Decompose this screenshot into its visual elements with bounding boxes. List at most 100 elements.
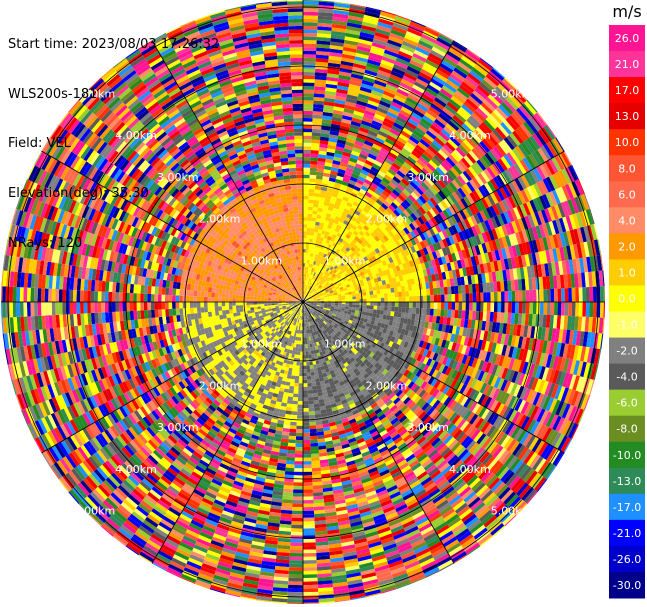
- radar-gate: [445, 156, 456, 167]
- radar-gate: [569, 244, 576, 260]
- radar-gate: [317, 157, 326, 163]
- radar-gate: [503, 99, 517, 113]
- radar-gate: [462, 170, 472, 182]
- radar-gate: [405, 97, 419, 106]
- radar-gate: [385, 83, 398, 92]
- radar-gate: [482, 311, 487, 322]
- radar-gate: [303, 40, 317, 44]
- radar-gate: [315, 277, 319, 282]
- radar-gate: [425, 87, 438, 98]
- radar-gate: [501, 224, 509, 237]
- radar-gate: [477, 222, 485, 234]
- radar-gate: [340, 247, 346, 253]
- radar-gate: [415, 144, 426, 154]
- radar-gate: [321, 241, 326, 246]
- radar-gate: [308, 195, 315, 200]
- radar-gate: [501, 302, 505, 313]
- radar-gate: [403, 234, 411, 242]
- radar-gate: [473, 213, 481, 225]
- radar-gate: [312, 296, 317, 299]
- radar-gate: [583, 193, 591, 209]
- radar-gate: [316, 296, 321, 299]
- radar-gate: [464, 284, 470, 294]
- radar-gate: [395, 247, 401, 254]
- radar-gate: [337, 209, 344, 215]
- radar-gate: [439, 88, 453, 99]
- radar-gate: [306, 372, 311, 377]
- radar-gate: [578, 287, 583, 302]
- radar-gate: [337, 275, 342, 279]
- radar-gate: [314, 228, 319, 233]
- radar-gate: [307, 206, 313, 211]
- radar-gate: [334, 1, 351, 5]
- radar-gate: [402, 127, 413, 136]
- radar-gate: [478, 233, 485, 244]
- radar-gate: [373, 298, 378, 302]
- radar-gate: [372, 179, 381, 187]
- radar-gate: [322, 291, 327, 295]
- radar-gate: [322, 205, 329, 210]
- radar-gate: [391, 228, 398, 236]
- radar-gate: [316, 211, 323, 216]
- radar-gate: [343, 192, 351, 199]
- radar-gate: [310, 275, 314, 279]
- radar-gate: [327, 235, 332, 241]
- radar-gate: [407, 240, 414, 248]
- radar-gate: [322, 284, 326, 288]
- radar-gate: [311, 135, 321, 141]
- radar-gate: [357, 130, 368, 137]
- radar-gate: [545, 222, 553, 236]
- radar-gate: [354, 140, 364, 147]
- radar-gate: [343, 236, 349, 242]
- radar-gate: [310, 368, 315, 373]
- radar-gate: [369, 126, 380, 134]
- radar-gate: [330, 196, 337, 201]
- radar-gate: [564, 288, 569, 302]
- radar-gate: [384, 157, 394, 166]
- radar-gate: [306, 288, 309, 293]
- radar-gate: [585, 287, 590, 302]
- radar-gate: [317, 15, 333, 21]
- radar-gate: [365, 191, 373, 199]
- radar-gate: [348, 266, 354, 272]
- radar-gate: [318, 8, 334, 14]
- radar-gate: [475, 283, 480, 293]
- radar-gate: [352, 238, 358, 245]
- radar-gate: [317, 300, 321, 302]
- radar-gate: [383, 264, 389, 271]
- radar-gate: [458, 159, 469, 171]
- radar-gate: [344, 170, 353, 177]
- radar-gate: [306, 358, 310, 363]
- radar-gate: [550, 302, 555, 316]
- radar-gate: [361, 218, 368, 225]
- radar-gate: [388, 267, 394, 274]
- radar-gate: [561, 168, 572, 184]
- radar-gate: [333, 204, 340, 210]
- radar-gate: [372, 274, 378, 279]
- radar-gate: [570, 273, 576, 288]
- radar-gate: [403, 124, 415, 133]
- radar-gate: [305, 296, 308, 300]
- radar-gate: [385, 138, 395, 146]
- radar-gate: [551, 262, 557, 276]
- radar-gate: [481, 273, 487, 284]
- radar-gate: [448, 270, 454, 279]
- radar-gate: [304, 291, 307, 296]
- radar-gate: [306, 361, 310, 366]
- radar-gate: [341, 211, 348, 217]
- radar-gate: [376, 257, 382, 264]
- radar-gate: [384, 297, 388, 302]
- radar-gate: [469, 302, 473, 311]
- radar-gate: [346, 268, 351, 274]
- radar-gate: [391, 306, 395, 312]
- radar-gate: [469, 293, 473, 302]
- radar-gate: [400, 250, 407, 258]
- radar-gate: [352, 147, 362, 154]
- radar-gate: [443, 82, 457, 93]
- radar-gate: [446, 195, 455, 206]
- radar-gate: [577, 272, 583, 288]
- radar-gate: [466, 181, 476, 193]
- radar-gate: [493, 291, 498, 302]
- radar-gate: [531, 151, 543, 166]
- radar-gate: [350, 246, 356, 252]
